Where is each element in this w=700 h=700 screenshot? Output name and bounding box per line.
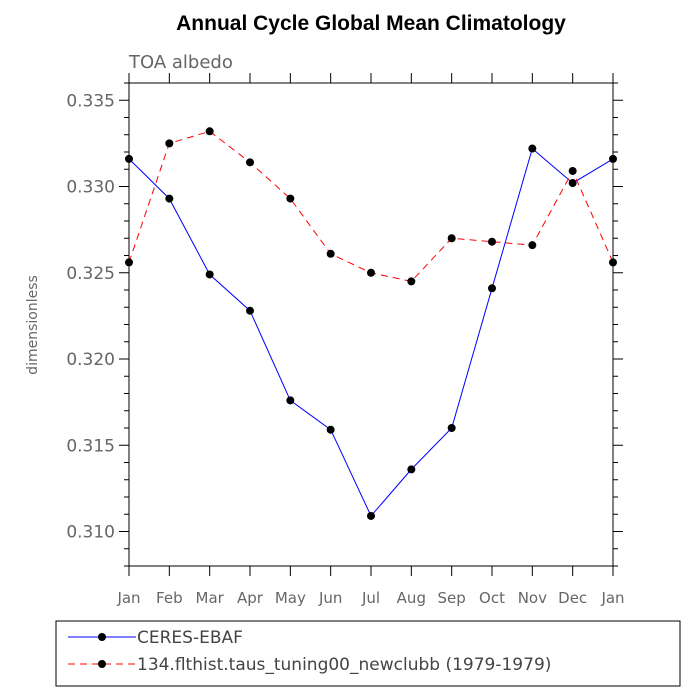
legend-label-ceres: CERES-EBAF [137,628,243,648]
y-axis-label: dimensionless [25,275,41,375]
series-1-point [205,127,214,136]
series-1-point [165,139,174,148]
series-0-point [326,425,335,434]
series-1-point [488,237,496,246]
series-0-point [488,284,496,293]
series-0-point [568,179,577,188]
series-0-point [367,511,375,520]
series-1-point [568,166,577,175]
series-0-point [205,270,214,279]
x-tick-label: Aug [397,589,426,607]
x-tick-label: Apr [237,589,264,607]
series-1-point [407,277,416,286]
data-series [125,127,617,520]
x-tick-label: May [275,589,306,607]
y-tick-labels: 0.310 0.315 0.320 0.325 0.330 0.335 [66,91,115,542]
y-tick-label: 0.325 [66,264,115,284]
y-tick-label: 0.315 [66,436,115,456]
series-1-point [326,249,335,258]
series-1-point [447,234,456,243]
legend-box [55,620,681,687]
series-1-point [286,194,295,203]
x-tick-label: Jul [361,589,380,607]
x-tick-labels: Jan Feb Mar Apr May Jun Jul Aug Sep Oct Nov Dec Jan [116,589,624,607]
axis-ticks [119,73,623,576]
x-tick-label: Jan [600,589,624,607]
series-0-point [528,144,537,153]
chart-title: Annual Cycle Global Mean Climatology [176,12,566,35]
x-tick-label: Oct [479,589,505,607]
series-1-point [246,158,254,167]
series-0-point [125,154,133,163]
x-tick-label: Feb [156,589,183,607]
series-1-point [528,241,537,250]
series-0-point [286,396,295,405]
legend-marker-model [98,660,106,668]
y-tick-label: 0.335 [66,91,115,111]
x-tick-label: Mar [196,589,225,607]
x-tick-label: Nov [518,589,547,607]
series-1-point [367,268,375,277]
series-0-point [447,424,456,432]
x-tick-label: Sep [438,589,466,607]
series-0-point [165,194,174,203]
x-tick-label: Jan [116,589,140,607]
y-tick-label: 0.320 [66,350,115,370]
y-tick-label: 0.330 [66,178,115,198]
x-tick-label: Jun [318,589,342,607]
series-0-point [609,154,617,163]
legend-label-model: 134.flthist.taus_tuning00_newclubb (1979… [137,655,551,675]
series-line-0 [128,147,614,517]
legend-marker-ceres [98,633,106,641]
series-0-point [246,306,254,315]
y-tick-label: 0.310 [66,523,115,543]
chart-subtitle: TOA albedo [128,52,233,73]
legend: CERES-EBAF 134.flthist.taus_tuning00_new… [55,620,681,687]
series-1-point [609,258,617,267]
series-1-point [125,258,133,267]
series-0-point [407,465,416,474]
x-tick-label: Dec [558,589,587,607]
